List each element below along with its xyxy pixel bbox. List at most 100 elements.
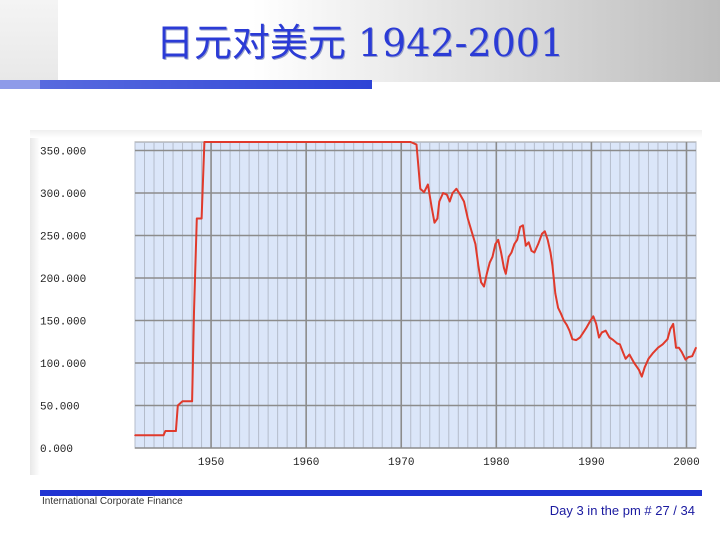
data-point: [451, 192, 454, 194]
data-point: [415, 143, 418, 146]
x-tick-label: 1960: [293, 457, 319, 469]
data-point: [619, 343, 621, 346]
data-point: [579, 336, 581, 339]
data-point: [589, 319, 592, 322]
data-point: [196, 217, 198, 220]
data-point: [486, 272, 488, 275]
data-point: [470, 230, 473, 233]
data-point: [575, 339, 577, 341]
data-point: [563, 319, 565, 322]
data-point: [438, 200, 441, 203]
data-point: [680, 351, 683, 353]
data-point: [522, 224, 524, 227]
data-point: [510, 251, 513, 254]
exchange-rate-chart: 0.000 50.000 100.000 150.000 200.000 250.000 3…: [40, 141, 700, 469]
data-point: [641, 375, 643, 378]
data-point: [176, 404, 179, 407]
data-point: [541, 233, 543, 235]
data-point: [616, 342, 618, 345]
data-point: [463, 200, 465, 203]
data-point: [513, 243, 516, 245]
title-underline-bar: [0, 80, 372, 89]
data-point: [571, 338, 574, 340]
data-point: [554, 292, 557, 295]
data-point: [684, 358, 687, 361]
data-point: [678, 346, 680, 349]
data-point: [657, 346, 659, 349]
data-point: [687, 356, 690, 358]
data-point: [191, 400, 193, 403]
slide-title: 日元对美元 1942-2001: [155, 21, 565, 65]
data-point: [430, 206, 433, 209]
data-point: [643, 366, 646, 369]
data-point: [488, 261, 491, 264]
y-tick-label: 350.000: [40, 147, 86, 159]
y-tick-label: 300.000: [40, 189, 86, 201]
data-point: [427, 183, 429, 186]
data-point: [433, 221, 436, 224]
data-point: [669, 328, 672, 330]
data-point: [621, 351, 624, 353]
y-tick-label: 200.000: [40, 274, 86, 286]
x-tick-label: 1950: [198, 457, 224, 469]
data-point: [507, 255, 510, 258]
data-point: [582, 332, 584, 335]
data-point: [436, 217, 439, 220]
data-point: [419, 187, 422, 190]
data-point: [466, 217, 469, 220]
data-point: [544, 230, 546, 233]
data-point: [638, 369, 640, 371]
data-point: [480, 281, 482, 284]
chart-panel-shadow-left: [30, 130, 40, 475]
data-point: [560, 312, 562, 315]
data-point: [423, 191, 425, 193]
data-point: [446, 193, 448, 196]
data-point: [585, 326, 588, 329]
data-point: [652, 352, 655, 354]
data-point: [647, 357, 650, 360]
y-tick-label: 150.000: [40, 317, 86, 329]
data-point: [530, 250, 533, 252]
y-tick-label: 250.000: [40, 232, 86, 244]
data-point: [601, 331, 603, 334]
data-point: [661, 343, 664, 346]
plot-area: [134, 141, 697, 449]
data-point: [497, 238, 500, 241]
data-point: [516, 238, 519, 241]
data-point: [565, 323, 568, 326]
data-point: [164, 430, 167, 432]
header-corner-block: [0, 0, 58, 82]
data-point: [474, 243, 477, 245]
data-point: [333, 141, 336, 143]
footer-course-name: International Corporate Finance: [42, 496, 183, 507]
chart-panel-shadow-top: [30, 130, 702, 138]
data-point: [181, 400, 184, 403]
footer-page-number: Day 3 in the pm # 27 / 34: [549, 503, 695, 518]
x-tick-label: 2000: [673, 457, 699, 469]
data-point: [592, 315, 595, 318]
series-line: [135, 141, 697, 437]
data-point: [500, 251, 502, 254]
data-point: [612, 339, 615, 341]
data-point: [483, 285, 485, 288]
y-tick-label: 0.000: [40, 444, 73, 456]
x-tick-label: 1990: [578, 457, 604, 469]
footer-bar: [40, 490, 702, 496]
data-point: [557, 306, 559, 309]
data-point: [672, 323, 674, 325]
title-underline-accent: [0, 80, 40, 89]
data-point: [691, 355, 693, 357]
data-point: [505, 272, 507, 275]
data-point: [371, 141, 374, 143]
data-point: [494, 243, 497, 245]
data-point: [455, 187, 458, 190]
data-point: [503, 267, 505, 269]
data-point: [409, 141, 412, 143]
data-point: [546, 238, 549, 241]
data-point: [598, 336, 600, 339]
x-tick-label: 1970: [388, 457, 414, 469]
y-tick-label: 50.000: [40, 402, 80, 414]
data-point: [628, 353, 631, 356]
data-point: [604, 329, 607, 332]
data-point: [305, 141, 307, 143]
